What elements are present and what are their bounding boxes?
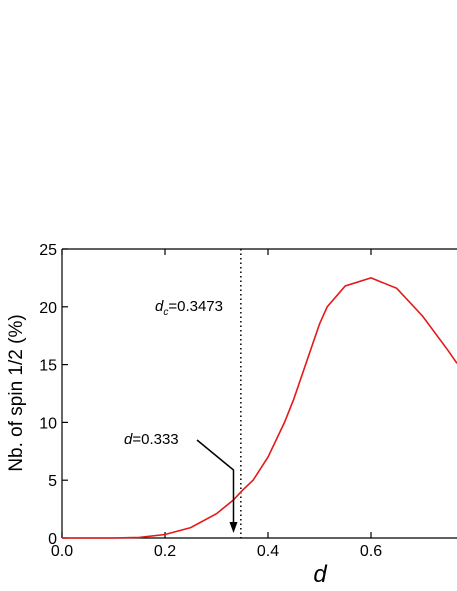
critical-sub: c [163, 307, 168, 318]
arrow-head [229, 522, 238, 533]
arrow-value: =0.333 [132, 431, 178, 448]
y-tick-label: 5 [48, 473, 57, 490]
y-tick-label: 25 [39, 242, 57, 259]
y-tick-label: 0 [48, 531, 57, 548]
y-axis-label: Nb. of spin 1/2 (%) [6, 314, 27, 471]
arrow-line [196, 439, 235, 524]
arrow-label: d=0.333 [124, 431, 179, 448]
y-tick-label: 15 [39, 358, 57, 375]
x-tick-label: 0.2 [154, 543, 176, 560]
y-tick-label: 10 [39, 415, 57, 432]
critical-label: dc=0.3473 [155, 298, 223, 318]
x-tick-label: 0.0 [51, 543, 73, 560]
critical-value: =0.3473 [168, 298, 223, 315]
arrow-var: d [124, 431, 133, 448]
x-axis-label: d [313, 561, 327, 588]
data-line [62, 277, 457, 539]
x-tick-label: 0.6 [360, 543, 382, 560]
x-tick-label: 0.4 [257, 543, 279, 560]
y-tick-label: 20 [39, 300, 57, 317]
critical-var: d [155, 298, 164, 315]
